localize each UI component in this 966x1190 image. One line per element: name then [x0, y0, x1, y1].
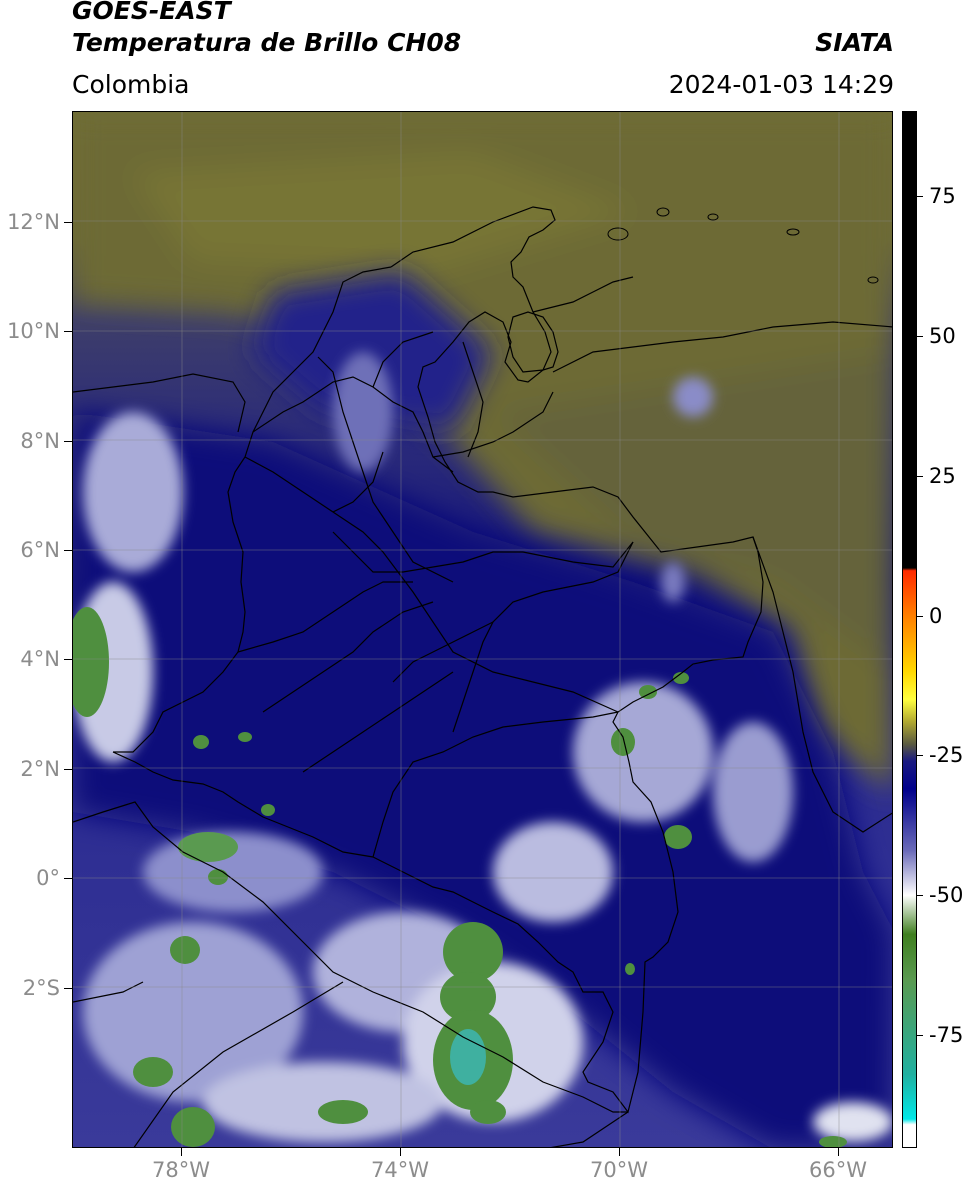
datetime-label: 2024-01-03 14:29 [668, 70, 894, 99]
warm-cloud-free-region [73, 112, 892, 791]
map-canvas [73, 112, 892, 1147]
colorbar-label: 50 [929, 323, 956, 348]
lat-label: 6°N [20, 538, 60, 562]
colorbar-label: 75 [929, 183, 956, 208]
colorbar-gradient [903, 112, 916, 1147]
lon-tick [838, 1148, 839, 1156]
product-title: Temperatura de Brillo CH08 [72, 28, 462, 57]
lat-label: 4°N [20, 647, 60, 671]
colorbar-tick [917, 1035, 923, 1037]
colorbar-label: -50 [929, 883, 964, 908]
lat-tick [64, 331, 72, 332]
source-label: SIATA [815, 28, 894, 57]
colorbar-label: -75 [929, 1023, 964, 1048]
colorbar-tick [917, 895, 923, 897]
satellite-map[interactable] [72, 111, 893, 1148]
borders [73, 206, 892, 1147]
lat-tick [64, 769, 72, 770]
satellite-title: GOES-EAST [72, 0, 231, 25]
lat-label: 0° [36, 866, 60, 890]
colorbar-label: -25 [929, 743, 964, 768]
lon-tick [181, 1148, 182, 1156]
lat-tick [64, 659, 72, 660]
lat-tick [64, 550, 72, 551]
colorbar-tick [917, 335, 923, 337]
lat-tick [64, 988, 72, 989]
lat-label: 8°N [20, 429, 60, 453]
region-label: Colombia [72, 70, 190, 99]
graticule [73, 112, 892, 1147]
colorbar-tick [917, 475, 923, 477]
deep-blue-band [73, 272, 892, 1147]
colorbar [902, 111, 917, 1148]
lat-label: 2°S [22, 976, 60, 1000]
lon-tick [619, 1148, 620, 1156]
convective-cores [73, 607, 847, 1147]
lon-label: 70°W [590, 1158, 648, 1182]
lon-label: 66°W [809, 1158, 867, 1182]
lat-tick [64, 222, 72, 223]
lon-tick [400, 1148, 401, 1156]
lon-label: 74°W [371, 1158, 429, 1182]
colorbar-tick [917, 195, 923, 197]
islands [607, 207, 879, 284]
colorbar-label: 25 [929, 463, 956, 488]
lat-label: 2°N [20, 757, 60, 781]
lat-tick [64, 878, 72, 879]
lon-label: 78°W [152, 1158, 210, 1182]
colorbar-tick [917, 615, 923, 617]
lat-tick [64, 441, 72, 442]
lat-label: 12°N [7, 210, 60, 234]
colorbar-tick [917, 755, 923, 757]
colorbar-label: 0 [929, 603, 943, 628]
lat-label: 10°N [7, 319, 60, 343]
